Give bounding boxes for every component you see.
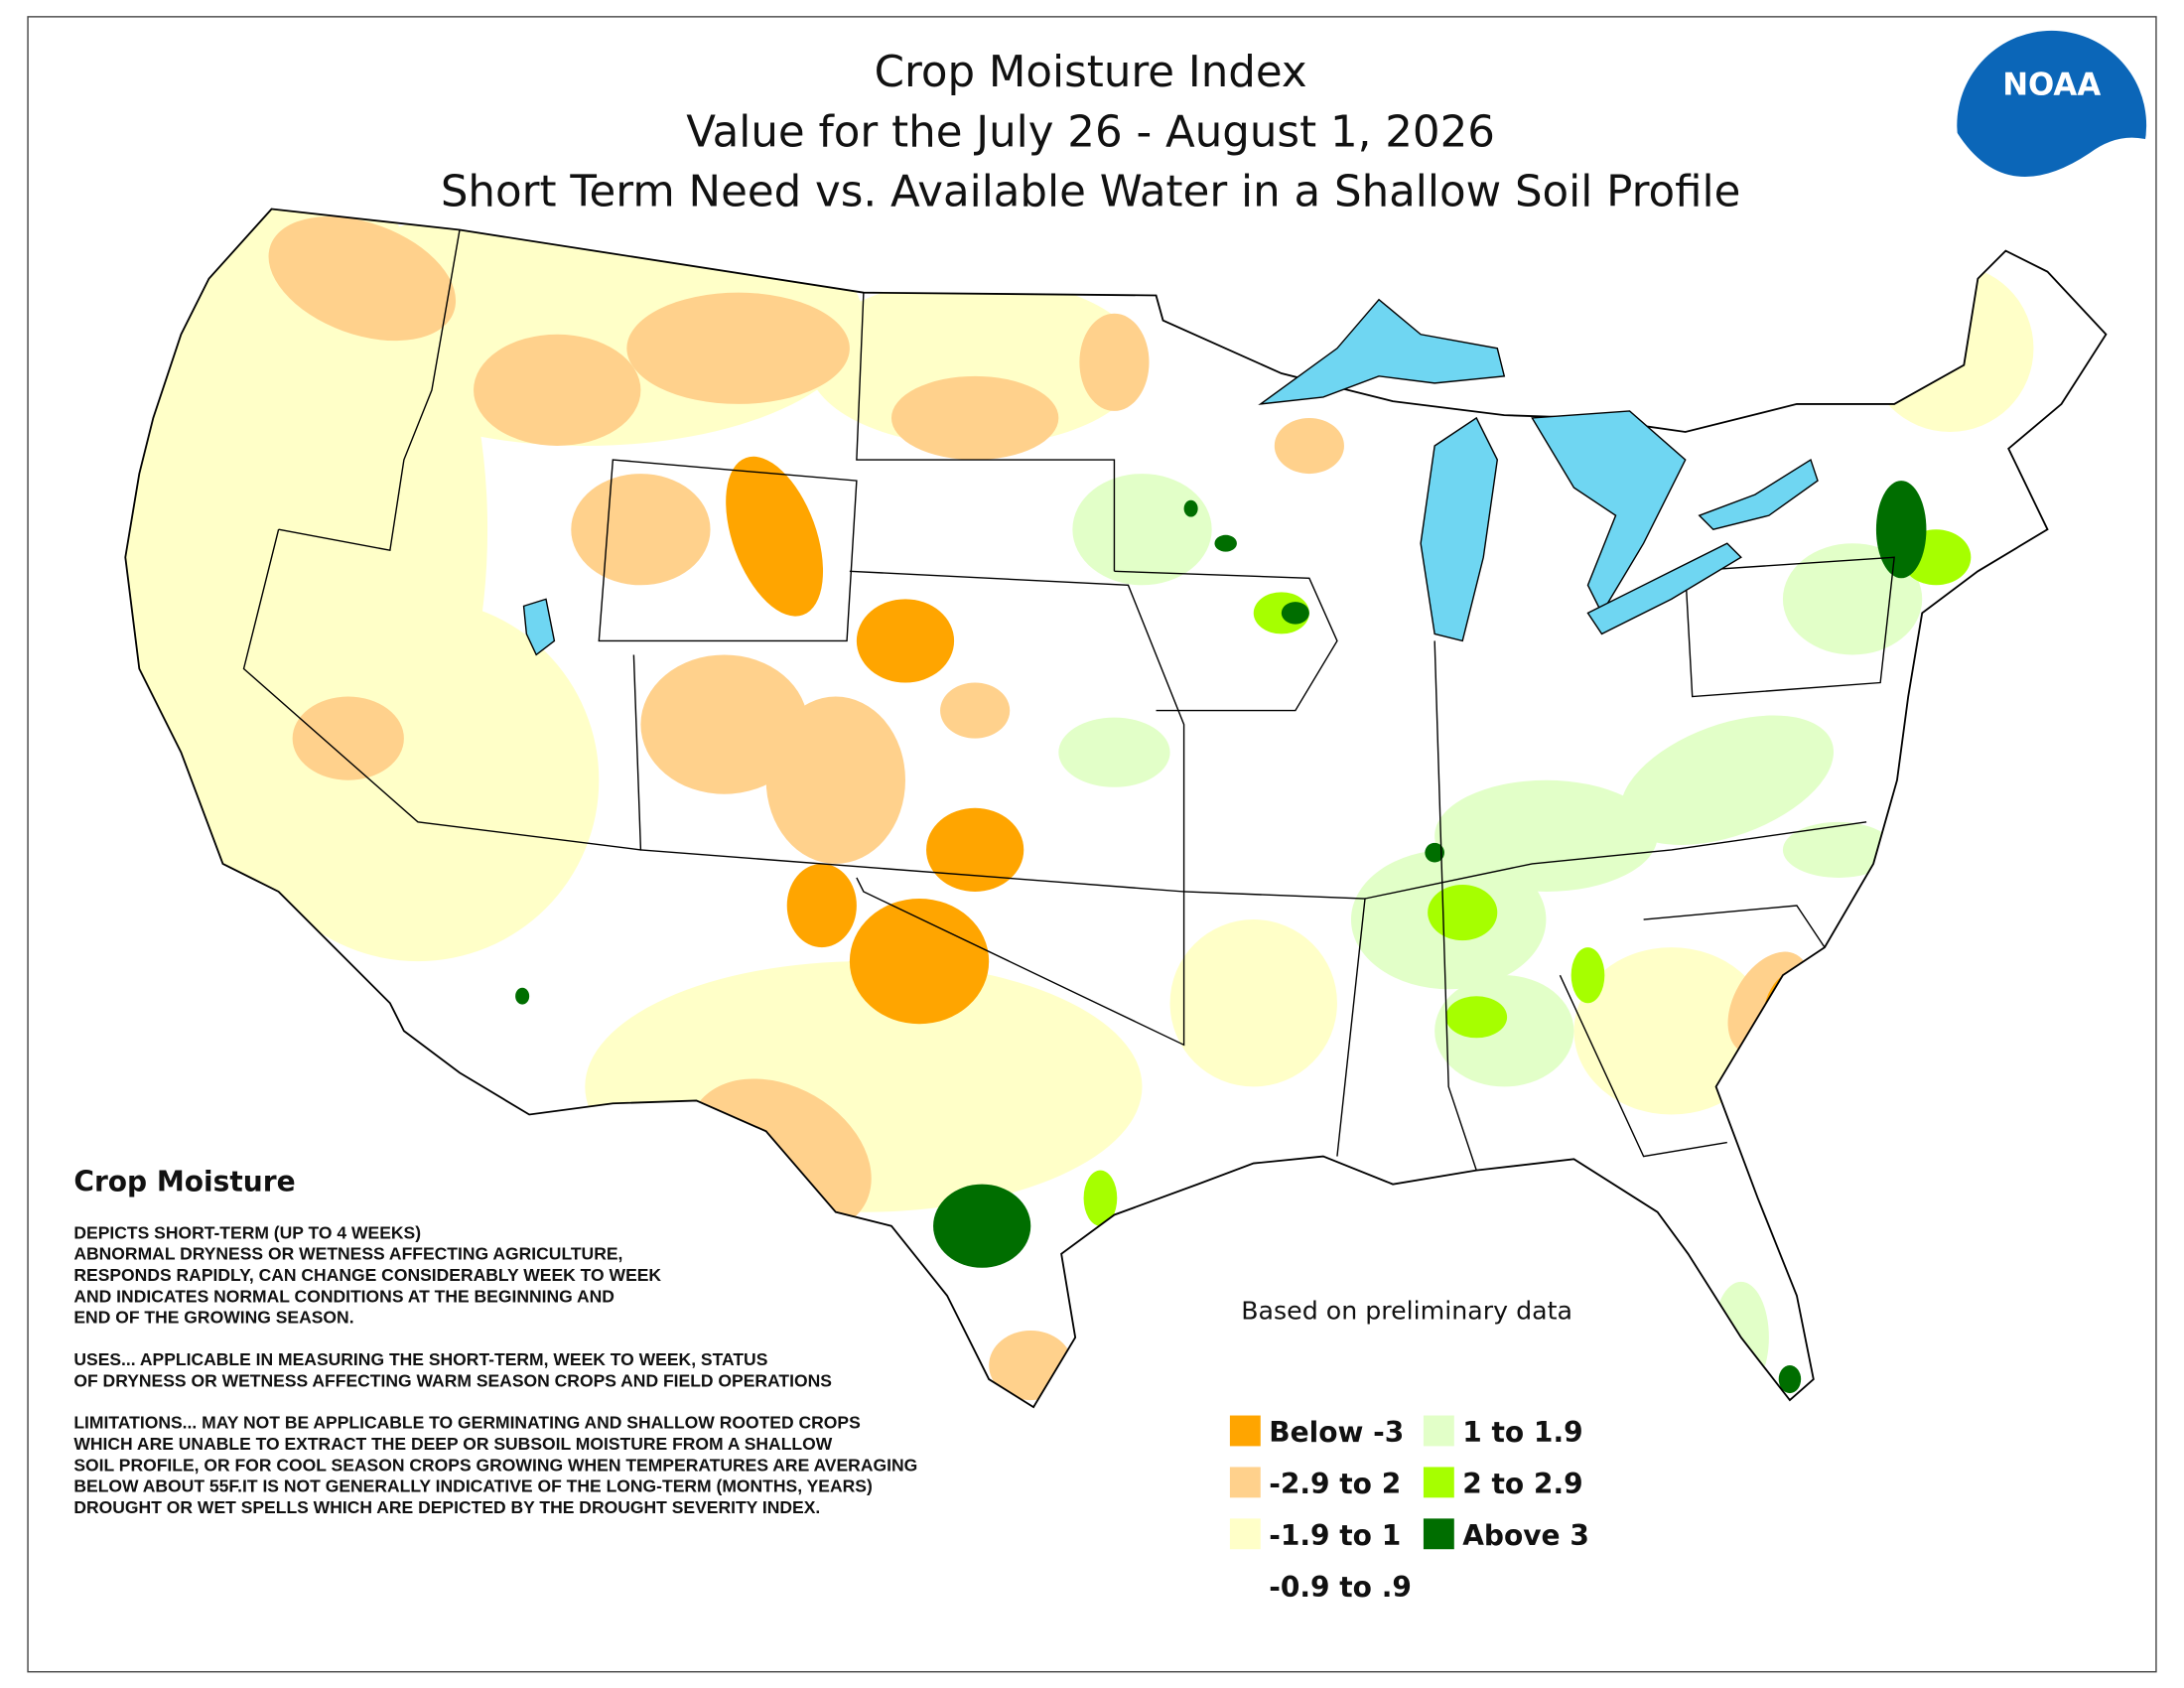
notes-line: DROUGHT OR WET SPELLS WHICH ARE DEPICTED… bbox=[73, 1497, 820, 1517]
legend-swatch bbox=[1229, 1467, 1261, 1498]
great-salt-lake bbox=[522, 598, 556, 656]
moisture-area bbox=[1428, 884, 1498, 941]
legend-label: -1.9 to 1 bbox=[1269, 1519, 1401, 1552]
moisture-area bbox=[765, 696, 905, 864]
great-lakes bbox=[522, 298, 1819, 656]
legend-label: 1 to 1.9 bbox=[1462, 1416, 1582, 1449]
moisture-area bbox=[1281, 602, 1309, 625]
moisture-area bbox=[1573, 947, 1769, 1115]
moisture-area bbox=[1183, 499, 1198, 517]
state-line bbox=[278, 229, 461, 552]
moisture-area bbox=[1782, 543, 1923, 655]
moisture-area bbox=[1445, 996, 1508, 1039]
moisture-area bbox=[890, 375, 1059, 461]
moisture-area bbox=[268, 216, 457, 342]
legend-label: -0.9 to .9 bbox=[1269, 1571, 1412, 1604]
noaa-logo: NOAA bbox=[1957, 30, 2147, 231]
notes-line: USES... APPLICABLE IN MEASURING THE SHOR… bbox=[73, 1349, 767, 1369]
lake-superior bbox=[1258, 298, 1506, 405]
moisture-area bbox=[1072, 474, 1212, 586]
moisture-area bbox=[1570, 947, 1605, 1004]
moisture-area bbox=[515, 987, 530, 1005]
state-line bbox=[1364, 821, 1867, 900]
legend-label: 2 to 2.9 bbox=[1462, 1468, 1582, 1500]
moisture-area bbox=[1274, 417, 1344, 475]
moisture-area bbox=[940, 682, 1011, 739]
legend-swatch bbox=[1423, 1518, 1454, 1550]
title-line: Crop Moisture Index bbox=[875, 48, 1307, 97]
moisture-area bbox=[1782, 821, 1895, 878]
lake-michigan bbox=[1420, 416, 1499, 642]
moisture-area bbox=[1214, 534, 1237, 552]
moisture-area bbox=[849, 899, 990, 1025]
notes-line: RESPONDS RAPIDLY, CAN CHANGE CONSIDERABL… bbox=[73, 1265, 661, 1285]
legend-swatch bbox=[1229, 1570, 1261, 1602]
notes: Crop Moisture DEPICTS SHORT-TERM (UP TO 4… bbox=[73, 1166, 917, 1517]
moisture-area bbox=[474, 334, 641, 447]
state-lines bbox=[242, 229, 1895, 1171]
moisture-area bbox=[1434, 779, 1658, 892]
legend-swatch bbox=[1229, 1518, 1261, 1550]
legend-swatch bbox=[1423, 1415, 1454, 1447]
state-line bbox=[640, 849, 1185, 1047]
notes-line: OF DRYNESS OR WETNESS AFFECTING WARM SEA… bbox=[73, 1370, 832, 1390]
legend-swatch bbox=[1423, 1467, 1454, 1498]
state-line bbox=[1643, 905, 1826, 948]
title-line: Value for the July 26 - August 1, 2026 bbox=[686, 107, 1495, 157]
legend-label: Above 3 bbox=[1462, 1519, 1589, 1552]
moisture-area bbox=[640, 654, 808, 794]
notes-line: AND INDICATES NORMAL CONDITIONS AT THE B… bbox=[73, 1286, 614, 1306]
moisture-areas bbox=[125, 209, 2034, 1401]
state-line bbox=[856, 292, 1116, 572]
moisture-area bbox=[571, 474, 711, 586]
moisture-area bbox=[1425, 842, 1444, 863]
moisture-area bbox=[933, 1184, 1031, 1268]
title-line: Short Term Need vs. Available Water in a… bbox=[441, 168, 1741, 217]
lake-ontario bbox=[1698, 458, 1819, 530]
state-line bbox=[242, 529, 642, 851]
logo-bird bbox=[1957, 132, 2147, 231]
notes-line: BELOW ABOUT 55F.IT IS NOT GENERALLY INDI… bbox=[73, 1477, 872, 1496]
moisture-area bbox=[807, 278, 1143, 447]
moisture-area bbox=[626, 292, 850, 404]
moisture-area bbox=[926, 807, 1024, 892]
legend: Below -3 -2.9 to 2 -1.9 to 1 -0.9 to .9 1 to… bbox=[1229, 1415, 1589, 1604]
moisture-area bbox=[292, 696, 404, 780]
moisture-area bbox=[1778, 1365, 1802, 1394]
moisture-area bbox=[1058, 717, 1170, 787]
state-line bbox=[1559, 974, 1727, 1158]
state-line bbox=[1684, 556, 1895, 698]
lake-erie bbox=[1586, 542, 1742, 635]
state-line bbox=[1433, 640, 1477, 1171]
moisture-area bbox=[1875, 481, 1927, 579]
moisture-area bbox=[236, 599, 600, 962]
state-line bbox=[1114, 570, 1338, 712]
moisture-area bbox=[1079, 313, 1150, 411]
logo-text: NOAA bbox=[2002, 67, 2101, 102]
notes-line: END OF THE GROWING SEASON. bbox=[73, 1308, 353, 1328]
moisture-area bbox=[1083, 1170, 1118, 1226]
moisture-area bbox=[1620, 715, 1835, 845]
notes-line: ABNORMAL DRYNESS OR WETNESS AFFECTING AG… bbox=[73, 1244, 622, 1264]
notes-line: WHICH ARE UNABLE TO EXTRACT THE DEEP OR … bbox=[73, 1434, 832, 1454]
notes-line: DEPICTS SHORT-TERM (UP TO 4 WEEKS) bbox=[73, 1222, 421, 1242]
legend-label: Below -3 bbox=[1269, 1416, 1404, 1449]
moisture-area bbox=[1169, 919, 1337, 1087]
state-line bbox=[598, 459, 858, 642]
moisture-area bbox=[726, 456, 824, 617]
legend-label: -2.9 to 2 bbox=[1269, 1468, 1401, 1500]
notes-line: LIMITATIONS... MAY NOT BE APPLICABLE TO … bbox=[73, 1413, 860, 1433]
us-map bbox=[124, 208, 2108, 1409]
legend-swatch bbox=[1229, 1415, 1261, 1447]
map-note: Based on preliminary data bbox=[1241, 1297, 1572, 1326]
notes-heading: Crop Moisture bbox=[73, 1166, 295, 1198]
title-block: Crop Moisture Index Value for the July 26… bbox=[441, 48, 1741, 217]
notes-line: SOIL PROFILE, OR FOR COOL SEASON CROPS G… bbox=[73, 1455, 917, 1475]
state-line bbox=[849, 570, 1185, 892]
moisture-area bbox=[786, 863, 857, 948]
moisture-area bbox=[856, 599, 955, 683]
